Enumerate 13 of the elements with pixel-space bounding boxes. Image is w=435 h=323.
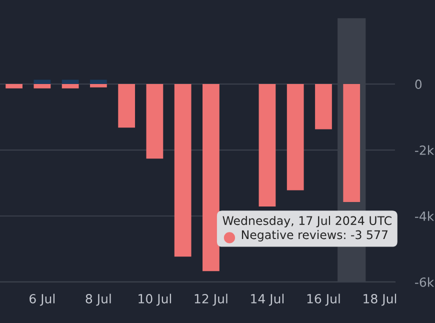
x-tick-label: 8 Jul bbox=[86, 294, 111, 306]
x-tick-label: 6 Jul bbox=[30, 294, 55, 306]
x-tick-label: 18 Jul bbox=[364, 294, 396, 306]
annotation: Wednesday, 17 Jul 2024 UTC bbox=[222, 216, 392, 228]
x-tick-label: 16 Jul bbox=[307, 294, 340, 306]
y-tick-label: 0 bbox=[415, 80, 422, 89]
x-tick-label: 12 Jul bbox=[194, 294, 228, 306]
text: Negative reviews: -3 577 bbox=[242, 230, 388, 242]
y-tick-label: -4k bbox=[415, 211, 434, 221]
x-tick-label: 14 Jul bbox=[251, 294, 284, 306]
y-tick-label: -2k bbox=[415, 145, 434, 155]
y-tick-label: -6k bbox=[415, 277, 434, 287]
x-tick-label: 10 Jul bbox=[138, 294, 172, 306]
